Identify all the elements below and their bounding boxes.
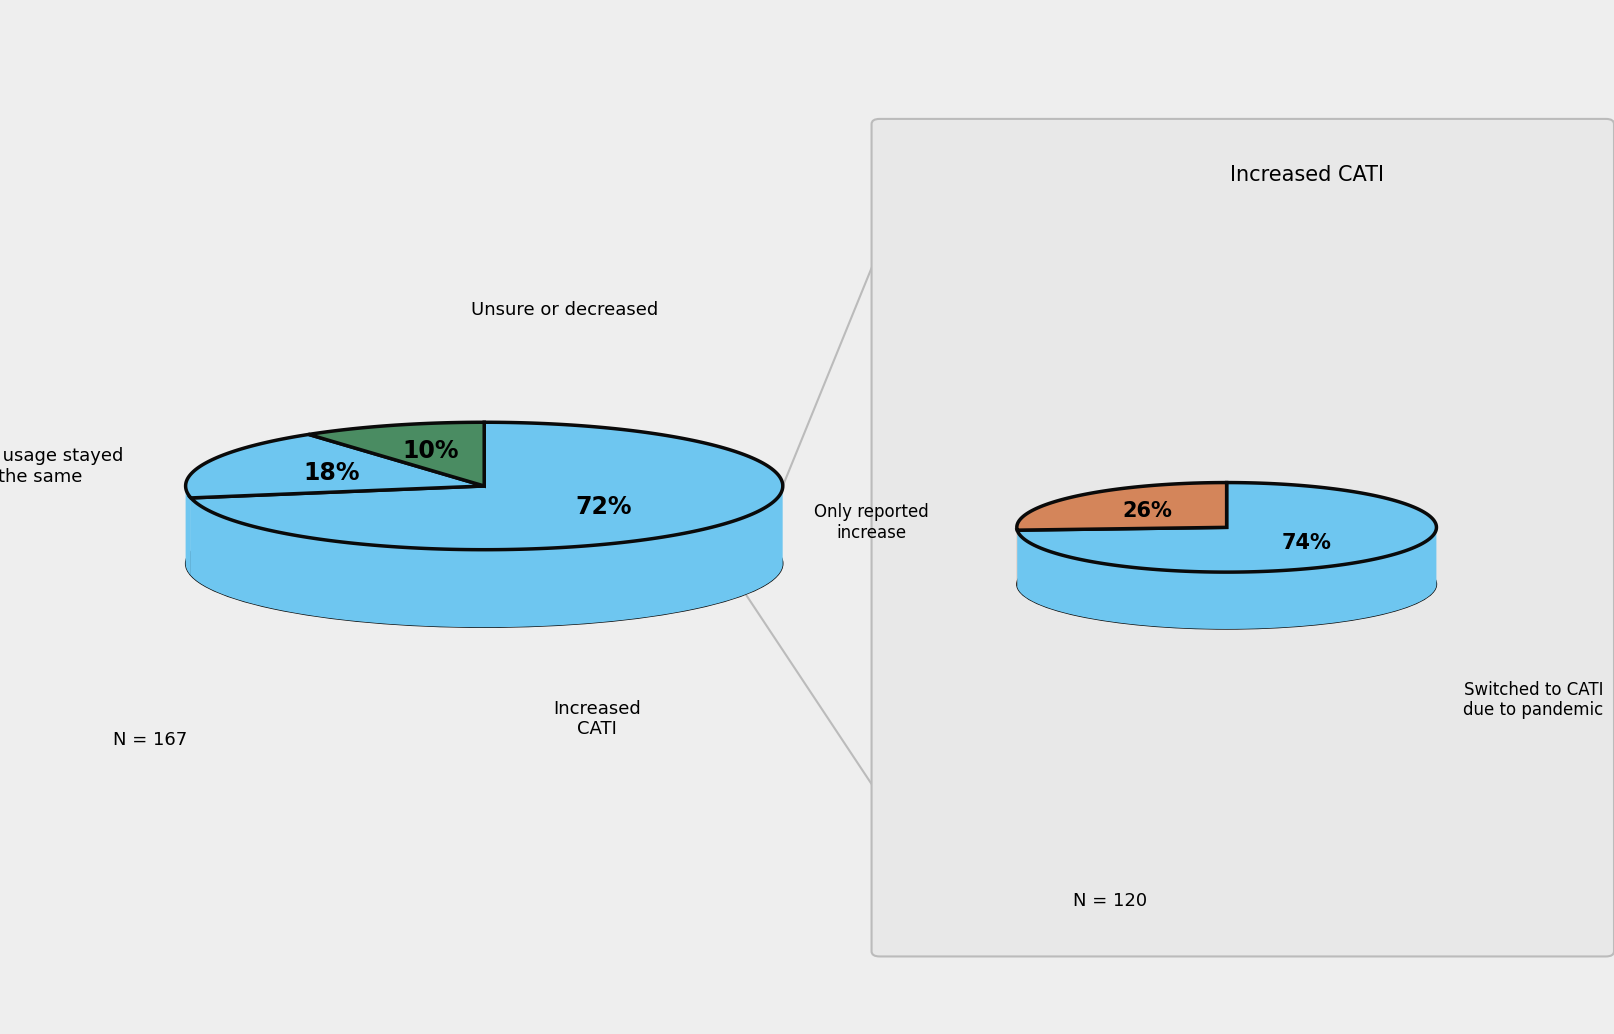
Text: 26%: 26%	[1122, 501, 1172, 521]
Polygon shape	[186, 486, 190, 576]
Text: Switched to CATI
due to pandemic: Switched to CATI due to pandemic	[1464, 680, 1603, 720]
Text: Unsure or decreased: Unsure or decreased	[471, 301, 659, 318]
Text: N = 167: N = 167	[113, 731, 187, 749]
Text: Increased CATI: Increased CATI	[1230, 165, 1385, 185]
Polygon shape	[1017, 483, 1227, 530]
Polygon shape	[1017, 483, 1436, 572]
Text: 10%: 10%	[402, 438, 458, 463]
Polygon shape	[190, 488, 783, 628]
Text: CATI usage stayed
the same: CATI usage stayed the same	[0, 448, 124, 486]
Polygon shape	[186, 434, 484, 498]
Text: 74%: 74%	[1282, 534, 1332, 553]
Polygon shape	[1017, 528, 1436, 629]
Text: Only reported
increase: Only reported increase	[813, 504, 930, 542]
Ellipse shape	[186, 499, 783, 628]
Polygon shape	[308, 422, 484, 486]
Text: N = 120: N = 120	[1073, 892, 1148, 910]
Ellipse shape	[1017, 540, 1436, 629]
Polygon shape	[190, 422, 783, 550]
Text: 18%: 18%	[303, 461, 360, 485]
FancyBboxPatch shape	[872, 119, 1614, 956]
Text: 72%: 72%	[576, 495, 633, 519]
Text: Increased
CATI: Increased CATI	[554, 700, 641, 738]
